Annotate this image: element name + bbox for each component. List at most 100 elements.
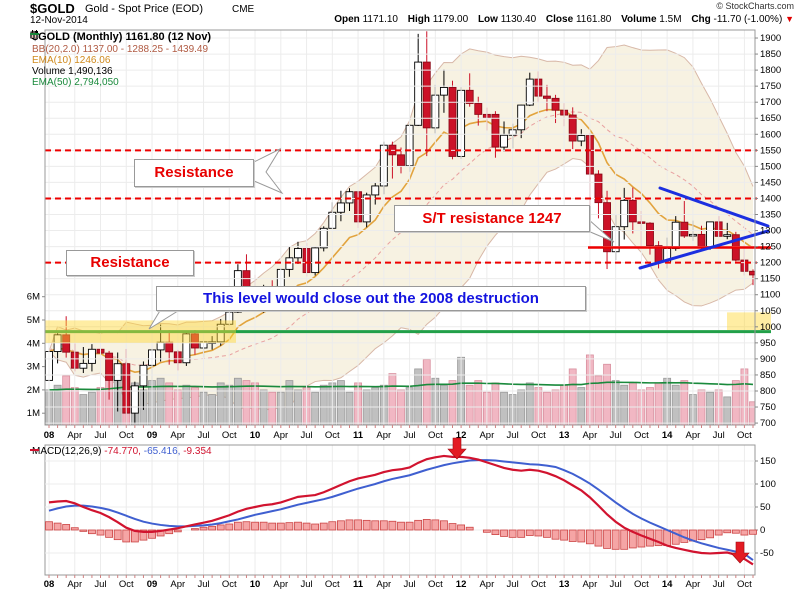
svg-text:Jul: Jul: [94, 430, 106, 441]
macd-hist-value: -9.354: [183, 446, 212, 457]
close-value: 1161.80: [575, 14, 612, 25]
svg-text:Apr: Apr: [273, 579, 288, 590]
svg-text:6M: 6M: [27, 292, 40, 303]
open-value: 1171.10: [362, 14, 398, 25]
svg-text:Oct: Oct: [325, 430, 340, 441]
svg-text:1600: 1600: [760, 129, 781, 140]
svg-text:1750: 1750: [760, 81, 781, 92]
svg-text:Apr: Apr: [686, 579, 701, 590]
quote-row: Open 1171.10 High 1179.00 Low 1130.40 Cl…: [327, 14, 794, 25]
svg-text:900: 900: [760, 354, 776, 365]
svg-text:Oct: Oct: [222, 430, 237, 441]
open-label: Open: [334, 14, 360, 25]
svg-text:1650: 1650: [760, 113, 781, 124]
chart-legend: $GOLD (Monthly) 1161.80 (12 Nov) BB(20,2…: [30, 30, 211, 88]
svg-text:1150: 1150: [760, 274, 780, 285]
svg-text:950: 950: [760, 338, 776, 349]
svg-text:Jul: Jul: [507, 430, 519, 441]
chg-value: -11.70 (-1.00%): [713, 14, 783, 25]
svg-text:11: 11: [353, 430, 364, 441]
svg-text:Jul: Jul: [507, 579, 519, 590]
macd-value: -74.770,: [104, 446, 141, 457]
chg-label: Chg: [691, 14, 711, 25]
svg-text:1350: 1350: [760, 210, 781, 221]
svg-text:750: 750: [760, 402, 776, 413]
svg-text:1850: 1850: [760, 49, 781, 60]
svg-text:2M: 2M: [27, 385, 40, 396]
yellow-highlight-right: [727, 312, 771, 331]
svg-text:Jul: Jul: [94, 579, 106, 590]
svg-text:Oct: Oct: [119, 430, 134, 441]
svg-text:Oct: Oct: [737, 430, 752, 441]
macd-legend: MACD(12,26,9) -74.770, -65.416, -9.354: [30, 446, 212, 457]
svg-text:1300: 1300: [760, 226, 781, 237]
high-value: 1179.00: [432, 14, 469, 25]
low-value: 1130.40: [500, 14, 537, 25]
svg-text:1200: 1200: [760, 258, 781, 269]
svg-text:Apr: Apr: [479, 579, 494, 590]
legend-main-row: $GOLD (Monthly) 1161.80 (12 Nov): [30, 30, 211, 44]
svg-text:Apr: Apr: [686, 430, 701, 441]
svg-text:10: 10: [250, 430, 261, 441]
svg-text:1450: 1450: [760, 177, 781, 188]
svg-text:Apr: Apr: [67, 579, 82, 590]
svg-text:1500: 1500: [760, 161, 781, 172]
svg-text:09: 09: [147, 430, 158, 441]
svg-text:100: 100: [760, 479, 776, 490]
wedge-upper-trendline: [658, 186, 770, 228]
exchange-label: CME: [232, 4, 255, 15]
chg-down-triangle-icon: ▼: [785, 14, 794, 24]
svg-text:1800: 1800: [760, 65, 781, 76]
legend-volume-label: Volume 1,490,136: [32, 66, 113, 77]
legend-ema10-label: EMA(10) 1246.06: [32, 55, 111, 66]
legend-bb-label: BB(20,2.0) 1137.00 - 1288.25 - 1439.49: [32, 44, 209, 55]
svg-text:12: 12: [456, 430, 467, 441]
svg-text:13: 13: [559, 579, 570, 590]
svg-text:10: 10: [250, 579, 261, 590]
svg-text:850: 850: [760, 370, 776, 381]
svg-text:Oct: Oct: [634, 579, 649, 590]
instrument-title: Gold - Spot Price (EOD): [85, 3, 203, 15]
svg-text:12: 12: [456, 579, 467, 590]
svg-text:1700: 1700: [760, 97, 781, 108]
svg-text:50: 50: [760, 502, 771, 513]
svg-text:700: 700: [760, 418, 776, 429]
svg-text:Jul: Jul: [404, 579, 416, 590]
svg-text:Oct: Oct: [325, 579, 340, 590]
st-resistance-callout: S/T resistance 1247: [394, 205, 590, 232]
svg-text:Apr: Apr: [170, 579, 185, 590]
svg-text:800: 800: [760, 386, 776, 397]
resistance-lower-callout: Resistance: [66, 250, 194, 276]
resistance-upper-callout: Resistance: [134, 159, 254, 187]
svg-text:4M: 4M: [27, 338, 40, 349]
svg-text:Apr: Apr: [582, 430, 597, 441]
svg-text:Apr: Apr: [67, 430, 82, 441]
svg-text:Jul: Jul: [197, 579, 209, 590]
svg-text:Oct: Oct: [428, 579, 443, 590]
date-label: 12-Nov-2014: [30, 15, 88, 26]
svg-text:11: 11: [353, 579, 364, 590]
close-label: Close: [545, 14, 574, 25]
svg-text:Apr: Apr: [376, 430, 391, 441]
svg-text:1400: 1400: [760, 193, 781, 204]
svg-text:09: 09: [147, 579, 158, 590]
svg-text:1900: 1900: [760, 33, 781, 44]
svg-text:Jul: Jul: [713, 430, 725, 441]
svg-text:14: 14: [662, 430, 673, 441]
volume-value: 1.5M: [659, 14, 682, 25]
svg-text:1000: 1000: [760, 322, 781, 333]
svg-text:-50: -50: [760, 548, 774, 559]
legend-bb-row: BB(20,2.0) 1137.00 - 1288.25 - 1439.49: [30, 30, 211, 55]
high-label: High: [407, 14, 430, 25]
svg-text:Jul: Jul: [713, 579, 725, 590]
red-down-arrow: [447, 437, 467, 460]
svg-text:Apr: Apr: [273, 430, 288, 441]
blue-note-callout: This level would close out the 2008 dest…: [156, 286, 586, 311]
svg-text:Oct: Oct: [428, 430, 443, 441]
low-label: Low: [477, 14, 498, 25]
callout-tails: [148, 147, 615, 330]
macd-name-label: MACD(12,26,9): [32, 446, 102, 457]
svg-text:Apr: Apr: [479, 430, 494, 441]
svg-text:1550: 1550: [760, 145, 781, 156]
